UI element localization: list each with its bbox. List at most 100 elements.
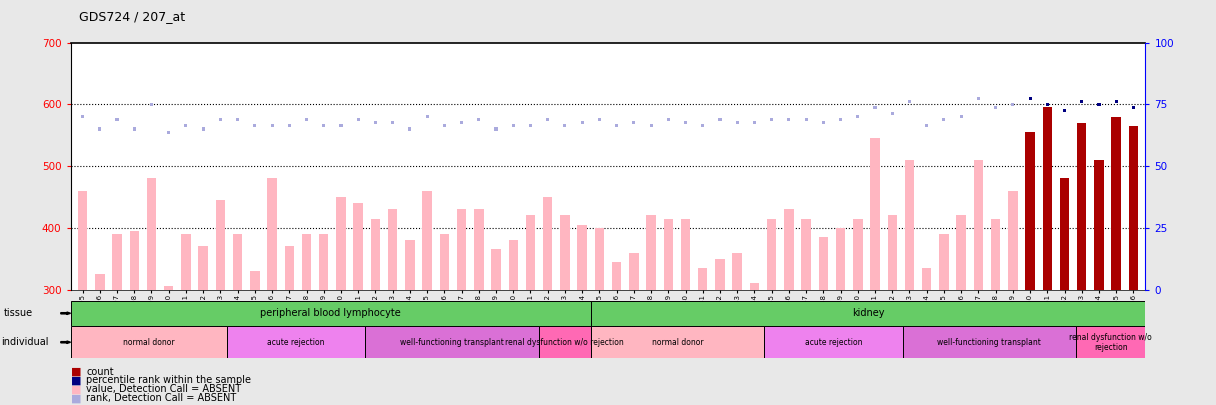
Bar [1060, 178, 1069, 290]
Bar [767, 219, 776, 290]
Bar [319, 234, 328, 290]
Point [383, 119, 402, 126]
Bar [302, 234, 311, 290]
Bar [354, 203, 362, 290]
Point [900, 98, 919, 104]
Bar [681, 219, 691, 290]
Bar [1008, 191, 1018, 290]
Point [142, 101, 162, 107]
Bar [647, 215, 655, 290]
Point [641, 123, 660, 129]
Point [693, 123, 713, 129]
Point [176, 123, 196, 129]
Point [1020, 95, 1040, 101]
Point [452, 119, 472, 126]
Point [986, 104, 1006, 111]
Bar [922, 268, 931, 290]
Bar [957, 215, 966, 290]
Point [400, 126, 420, 132]
Bar [457, 209, 466, 290]
Point [848, 113, 867, 120]
Text: well-functioning transplant: well-functioning transplant [400, 338, 503, 347]
Bar [974, 160, 983, 290]
Bar [226, 326, 365, 358]
Bar [250, 271, 259, 290]
Bar [491, 249, 501, 290]
Bar [1094, 160, 1104, 290]
Text: value, Detection Call = ABSENT: value, Detection Call = ABSENT [86, 384, 242, 394]
Point [831, 117, 850, 123]
Bar [544, 197, 552, 290]
Bar [508, 240, 518, 290]
Text: rank, Detection Call = ABSENT: rank, Detection Call = ABSENT [86, 393, 237, 403]
Bar [784, 209, 794, 290]
Point [1107, 98, 1126, 104]
Bar [801, 219, 811, 290]
Bar [130, 231, 139, 290]
Point [676, 119, 696, 126]
Point [573, 119, 592, 126]
Bar [1077, 123, 1086, 290]
Bar [1025, 132, 1035, 290]
Bar [71, 326, 226, 358]
Bar [1076, 326, 1145, 358]
Bar [268, 178, 277, 290]
Text: well-functioning transplant: well-functioning transplant [938, 338, 1041, 347]
Point [779, 117, 799, 123]
Text: peripheral blood lymphocyte: peripheral blood lymphocyte [260, 308, 401, 318]
Bar [440, 234, 449, 290]
Point [744, 119, 764, 126]
Point [1054, 107, 1074, 114]
Bar [539, 326, 591, 358]
Point [486, 126, 506, 132]
Bar [591, 326, 764, 358]
Bar [595, 228, 604, 290]
Text: normal donor: normal donor [123, 338, 174, 347]
Bar [285, 246, 294, 290]
Point [280, 123, 299, 129]
Text: normal donor: normal donor [652, 338, 703, 347]
Bar [233, 234, 242, 290]
Bar [1111, 117, 1121, 290]
Text: acute rejection: acute rejection [805, 338, 862, 347]
Point [1003, 101, 1023, 107]
Point [590, 117, 609, 123]
Text: renal dysfunction w/o rejection: renal dysfunction w/o rejection [506, 338, 624, 347]
Point [193, 126, 213, 132]
Bar [664, 219, 672, 290]
Bar [1042, 107, 1052, 290]
Bar [422, 191, 432, 290]
Point [607, 123, 626, 129]
Bar [732, 253, 742, 290]
Point [297, 117, 316, 123]
Point [883, 110, 902, 117]
Bar [181, 234, 191, 290]
Point [434, 123, 454, 129]
Bar [905, 160, 914, 290]
Bar [147, 178, 156, 290]
Bar [715, 259, 725, 290]
Point [762, 117, 782, 123]
Bar [854, 219, 862, 290]
Bar [939, 234, 948, 290]
Point [366, 119, 385, 126]
Bar [902, 326, 1076, 358]
Text: percentile rank within the sample: percentile rank within the sample [86, 375, 252, 386]
Point [159, 129, 179, 135]
Point [520, 123, 540, 129]
Point [659, 117, 679, 123]
Point [1073, 98, 1092, 104]
Point [107, 117, 126, 123]
Bar [750, 284, 759, 290]
Bar [698, 268, 708, 290]
Text: GDS724 / 207_at: GDS724 / 207_at [79, 10, 185, 23]
Point [537, 117, 557, 123]
Bar [198, 246, 208, 290]
Bar [474, 209, 484, 290]
Bar [71, 301, 591, 326]
Point [1037, 101, 1057, 107]
Text: count: count [86, 367, 114, 377]
Text: ■: ■ [71, 393, 81, 403]
Point [1090, 101, 1109, 107]
Point [124, 126, 143, 132]
